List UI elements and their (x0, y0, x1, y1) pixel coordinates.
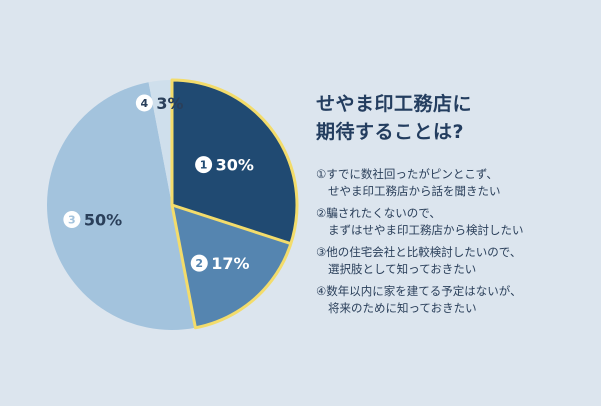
slice-badge-number-3: 3 (68, 214, 76, 227)
slice-badge-3 (63, 211, 81, 229)
slice-value-3: 50% (84, 211, 122, 230)
legend-item-3-line-2: 選択肢として知っておきたい (328, 262, 477, 276)
highlight-outline (170, 78, 299, 330)
slice-badge-2 (190, 254, 208, 272)
highlight-divider (171, 203, 292, 246)
legend-item-1: ①すでに数社回ったがピンとこず、 せやま印工務店から話を聞きたい (316, 166, 596, 200)
slice-badge-4 (135, 94, 153, 112)
slice-label-2: 2 17% (190, 254, 250, 273)
pie-slice-3 (47, 82, 196, 331)
legend-item-3: ③他の住宅会社と比較検討したいので、 選択肢として知っておきたい (316, 244, 596, 278)
slice-value-4: 3% (156, 94, 183, 113)
legend-item-4-line-1: ④数年以内に家を建てる予定はないが、 (316, 284, 522, 298)
legend: ①すでに数社回ったがピンとこず、 せやま印工務店から話を聞きたい ②騙されたくな… (316, 166, 596, 322)
pie-slice-1 (172, 80, 297, 244)
pie-slice-2 (172, 205, 291, 328)
slice-badge-number-1: 1 (200, 159, 208, 172)
slice-label-4: 4 3% (135, 94, 184, 113)
pie-slice-4 (148, 80, 172, 205)
legend-item-2-line-2: まずはせやま印工務店から検討したい (328, 223, 524, 237)
legend-item-1-line-2: せやま印工務店から話を聞きたい (328, 184, 501, 198)
legend-item-3-line-1: ③他の住宅会社と比較検討したいので、 (316, 245, 522, 259)
slice-value-2: 17% (211, 254, 249, 273)
legend-item-2: ②騙されたくないので、 まずはせやま印工務店から検討したい (316, 205, 596, 239)
slice-value-1: 30% (216, 156, 254, 175)
slice-label-1: 1 30% (195, 156, 254, 175)
title-line-2: 期待することは? (316, 121, 465, 143)
title-line-1: せやま印工務店に (316, 93, 473, 115)
legend-item-4-line-2: 将来のために知っておきたい (328, 301, 477, 315)
slice-label-3: 3 50% (63, 211, 122, 230)
slice-badge-number-4: 4 (141, 97, 149, 110)
slice-badge-1 (195, 156, 213, 174)
slice-badge-number-2: 2 (195, 257, 203, 270)
chart-title: せやま印工務店に 期待することは? (316, 90, 472, 146)
legend-item-2-line-1: ②騙されたくないので、 (316, 206, 441, 220)
legend-item-1-line-1: ①すでに数社回ったがピンとこず、 (316, 167, 498, 181)
legend-item-4: ④数年以内に家を建てる予定はないが、 将来のために知っておきたい (316, 283, 596, 317)
